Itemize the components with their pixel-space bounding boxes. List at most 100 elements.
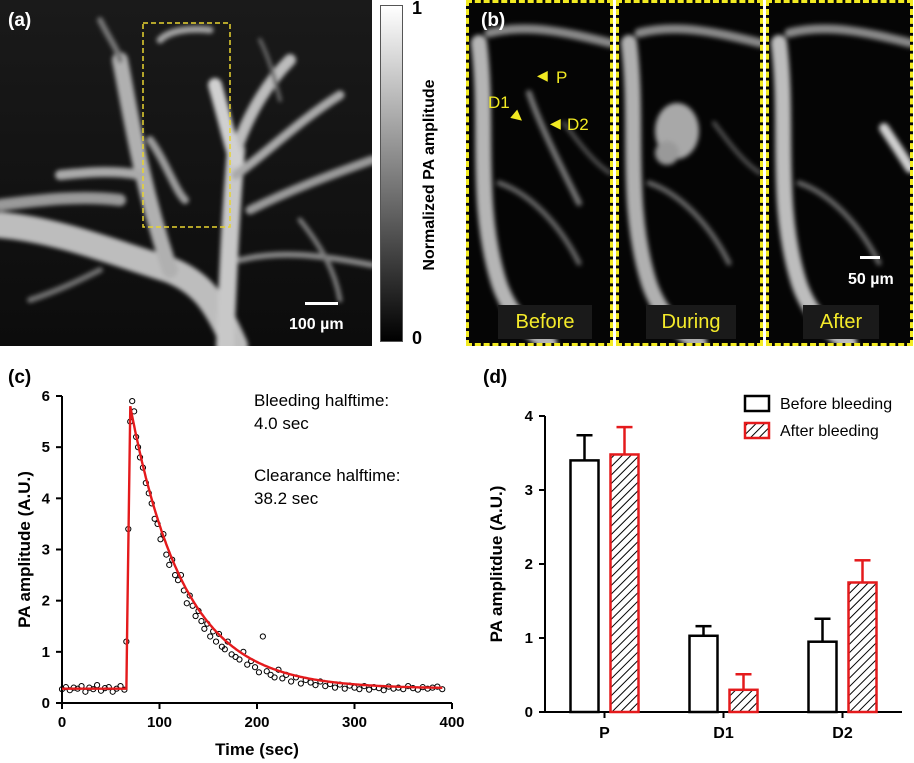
colorbar-title: Normalized PA amplitude bbox=[421, 79, 438, 271]
y-axis-title: PA amplitdue (A.U.) bbox=[487, 486, 506, 643]
panel-b-label: (b) bbox=[481, 10, 506, 31]
data-point bbox=[157, 536, 164, 543]
data-point bbox=[215, 630, 223, 638]
x-axis-title: Time (sec) bbox=[215, 740, 299, 759]
data-point bbox=[356, 686, 363, 693]
panel-c-label: (c) bbox=[8, 367, 32, 388]
y-tick-label: 0 bbox=[525, 704, 533, 721]
data-point bbox=[236, 656, 243, 663]
annotation-bleeding-value: 4.0 sec bbox=[254, 414, 309, 433]
frame-before bbox=[466, 0, 613, 346]
data-point bbox=[288, 678, 295, 685]
caption-after: After bbox=[803, 305, 879, 339]
annotation-clearance-title: Clearance halftime: bbox=[254, 466, 401, 485]
frame-after-graphic bbox=[771, 24, 910, 343]
data-point bbox=[212, 638, 220, 645]
y-tick-label: 1 bbox=[525, 630, 533, 647]
y-tick-label: 4 bbox=[42, 490, 51, 507]
data-point bbox=[341, 685, 348, 692]
roi-box bbox=[142, 22, 231, 228]
data-point bbox=[380, 687, 387, 694]
data-point bbox=[183, 600, 190, 607]
scalebar-label-50um: 50 µm bbox=[848, 271, 894, 288]
caption-during: During bbox=[646, 305, 736, 339]
marker-d2-label: D2 bbox=[567, 115, 589, 134]
x-tick-label: 400 bbox=[439, 714, 464, 731]
panel-d-label: (d) bbox=[483, 367, 508, 388]
data-point bbox=[307, 679, 314, 686]
data-point bbox=[221, 646, 228, 653]
data-point bbox=[331, 684, 339, 691]
data-point bbox=[163, 551, 170, 558]
marker-d1-label: D1 bbox=[488, 93, 510, 112]
scalebar-50um bbox=[860, 256, 880, 259]
bar bbox=[847, 581, 878, 714]
data-point bbox=[259, 633, 266, 640]
x-tick-label: 300 bbox=[342, 714, 367, 731]
colorbar-min-label: 0 bbox=[412, 328, 423, 348]
legend-swatch-after bbox=[743, 421, 771, 440]
bar bbox=[688, 634, 719, 714]
frame-during bbox=[616, 0, 763, 346]
y-axis-title: PA amplitude (A.U.) bbox=[15, 471, 34, 628]
x-tick-label: 200 bbox=[244, 714, 269, 731]
vessel-image-overview-graphic bbox=[0, 0, 372, 346]
marker-d2-arrow: ◀ bbox=[550, 115, 561, 131]
data-point bbox=[172, 571, 179, 579]
data-point bbox=[251, 664, 259, 671]
data-point bbox=[129, 398, 136, 405]
data-point bbox=[297, 680, 304, 687]
data-point bbox=[192, 612, 199, 620]
panel-a-label: (a) bbox=[8, 10, 32, 31]
y-tick-label: 3 bbox=[525, 482, 533, 499]
y-tick-label: 1 bbox=[42, 644, 50, 661]
legend-label-before: Before bleeding bbox=[780, 396, 892, 413]
data-point bbox=[201, 625, 208, 632]
data-point bbox=[312, 681, 319, 689]
data-point bbox=[255, 669, 263, 676]
y-tick-label: 2 bbox=[525, 556, 533, 573]
bar bbox=[728, 688, 759, 714]
data-point bbox=[166, 561, 173, 568]
decay-chart: 0 1 2 3 4 5 6 0 100 200 300 400 Time (sec) PA amplitu… bbox=[15, 388, 465, 759]
annotation-clearance-value: 38.2 sec bbox=[254, 489, 319, 508]
data-point bbox=[244, 661, 251, 668]
y-tick-label: 3 bbox=[42, 542, 50, 559]
bar bbox=[609, 453, 640, 714]
data-point bbox=[207, 633, 214, 640]
data-point bbox=[198, 618, 205, 625]
y-tick-label: 6 bbox=[42, 388, 50, 405]
legend-label-after: After bleeding bbox=[780, 423, 879, 440]
scalebar-100um bbox=[305, 302, 338, 305]
data-point bbox=[279, 675, 286, 682]
frame-before-graphic bbox=[471, 24, 610, 343]
data-point bbox=[271, 674, 278, 681]
legend-swatch-before bbox=[743, 394, 771, 413]
colorbar bbox=[380, 5, 403, 342]
x-tick-label: D1 bbox=[713, 725, 734, 742]
marker-p-arrow: ◀ bbox=[537, 67, 548, 83]
data-point bbox=[263, 668, 270, 675]
data-point bbox=[439, 686, 446, 693]
bar bbox=[807, 640, 838, 714]
scalebar-label-100um: 100 µm bbox=[289, 316, 344, 333]
x-tick-label: P bbox=[599, 725, 610, 742]
vessel-image-overview bbox=[0, 0, 372, 346]
y-tick-label: 4 bbox=[525, 408, 534, 425]
x-tick-label: 0 bbox=[58, 714, 66, 731]
y-tick-label: 0 bbox=[42, 695, 50, 712]
annotation-bleeding-title: Bleeding halftime: bbox=[254, 391, 390, 410]
marker-p-label: P bbox=[556, 68, 568, 87]
bar-chart: 0 1 2 3 4 PA amplitdue (A.U.) P D1 D2 Before blee… bbox=[487, 394, 902, 742]
y-tick-label: 2 bbox=[42, 593, 50, 610]
colorbar-max-label: 1 bbox=[412, 0, 423, 18]
frame-during-graphic bbox=[621, 24, 760, 343]
x-tick-label: D2 bbox=[832, 725, 853, 742]
bar bbox=[569, 459, 600, 714]
caption-before: Before bbox=[498, 305, 592, 339]
frame-after bbox=[766, 0, 913, 346]
y-tick-label: 5 bbox=[42, 439, 50, 456]
x-tick-label: 100 bbox=[147, 714, 172, 731]
data-point bbox=[94, 681, 101, 689]
fit-curve bbox=[62, 405, 443, 690]
